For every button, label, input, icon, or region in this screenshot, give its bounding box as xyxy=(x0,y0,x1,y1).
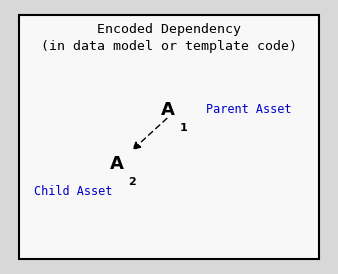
Text: $\mathbf{A}$: $\mathbf{A}$ xyxy=(109,155,125,173)
Text: $\mathbf{2}$: $\mathbf{2}$ xyxy=(128,175,137,187)
Text: Child Asset: Child Asset xyxy=(34,185,112,198)
FancyBboxPatch shape xyxy=(19,15,319,259)
Text: $\mathbf{A}$: $\mathbf{A}$ xyxy=(160,101,176,119)
Text: (in data model or template code): (in data model or template code) xyxy=(41,40,297,53)
Text: $\mathbf{1}$: $\mathbf{1}$ xyxy=(179,121,188,133)
Text: Encoded Dependency: Encoded Dependency xyxy=(97,23,241,36)
Text: Parent Asset: Parent Asset xyxy=(206,103,292,116)
